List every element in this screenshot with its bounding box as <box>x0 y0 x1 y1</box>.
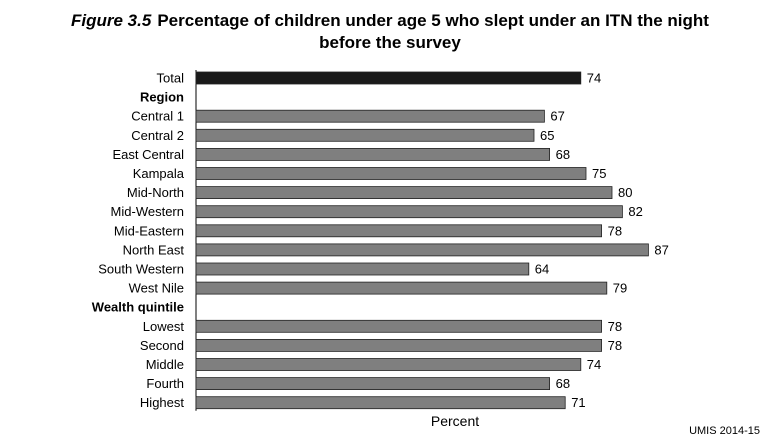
value-label-mid-western: 82 <box>628 204 642 219</box>
category-label-total: Total <box>157 71 185 86</box>
bar-middle <box>195 358 582 371</box>
category-label-central-2: Central 2 <box>131 128 184 143</box>
category-label-fourth: Fourth <box>146 376 184 391</box>
category-label-central-1: Central 1 <box>131 109 184 124</box>
bar-central-1 <box>195 109 545 123</box>
category-label-mid-western: Mid-Western <box>111 204 184 219</box>
value-label-kampala: 75 <box>592 166 606 181</box>
title-line-1: Figure 3.5 Percentage of children under a… <box>0 10 780 32</box>
group-header-wealth-quintile: Wealth quintile <box>92 300 184 315</box>
category-label-west-nile: West Nile <box>129 281 184 296</box>
bar-total <box>195 71 582 85</box>
category-label-mid-north: Mid-North <box>127 185 184 200</box>
value-label-central-2: 65 <box>540 128 554 143</box>
category-label-north-east: North East <box>123 242 185 257</box>
value-label-mid-eastern: 78 <box>608 223 622 238</box>
bar-mid-north <box>195 186 613 200</box>
chart-title: Figure 3.5 Percentage of children under a… <box>0 10 780 54</box>
bar-second <box>195 338 603 352</box>
value-label-north-east: 87 <box>654 242 668 257</box>
bar-fourth <box>195 377 551 391</box>
value-label-east-central: 68 <box>556 147 570 162</box>
group-header-region: Region <box>140 90 184 105</box>
value-label-second: 78 <box>608 338 622 353</box>
category-label-second: Second <box>140 338 184 353</box>
value-label-south-western: 64 <box>535 262 549 277</box>
category-label-kampala: Kampala <box>133 166 185 181</box>
category-label-mid-eastern: Mid-Eastern <box>114 223 184 238</box>
value-label-fourth: 68 <box>556 376 570 391</box>
category-label-east-central: East Central <box>112 147 184 162</box>
value-label-highest: 71 <box>571 395 585 410</box>
bar-east-central <box>195 147 551 161</box>
title-line-2: before the survey <box>319 33 461 52</box>
value-label-middle: 74 <box>587 357 601 372</box>
bar-west-nile <box>195 281 608 295</box>
value-label-total: 74 <box>587 71 601 86</box>
bar-mid-western <box>195 205 623 219</box>
source-note: UMIS 2014-15 <box>689 425 760 437</box>
category-label-south-western: South Western <box>98 262 184 277</box>
figure-number: Figure 3.5 <box>71 11 152 30</box>
value-label-mid-north: 80 <box>618 185 632 200</box>
bar-mid-eastern <box>195 224 603 238</box>
bar-kampala <box>195 167 587 180</box>
bar-north-east <box>195 243 649 257</box>
x-axis-label: Percent <box>430 413 480 429</box>
bar-south-western <box>195 262 530 276</box>
title-text: Percentage of children under age 5 who s… <box>157 11 709 30</box>
bar-lowest <box>195 319 603 333</box>
value-label-lowest: 78 <box>608 319 622 334</box>
value-label-west-nile: 79 <box>613 281 627 296</box>
bar-central-2 <box>195 128 535 142</box>
category-label-highest: Highest <box>140 395 184 410</box>
value-label-central-1: 67 <box>550 109 564 124</box>
category-label-middle: Middle <box>146 357 184 372</box>
category-label-lowest: Lowest <box>143 319 185 334</box>
bar-highest <box>195 396 566 410</box>
